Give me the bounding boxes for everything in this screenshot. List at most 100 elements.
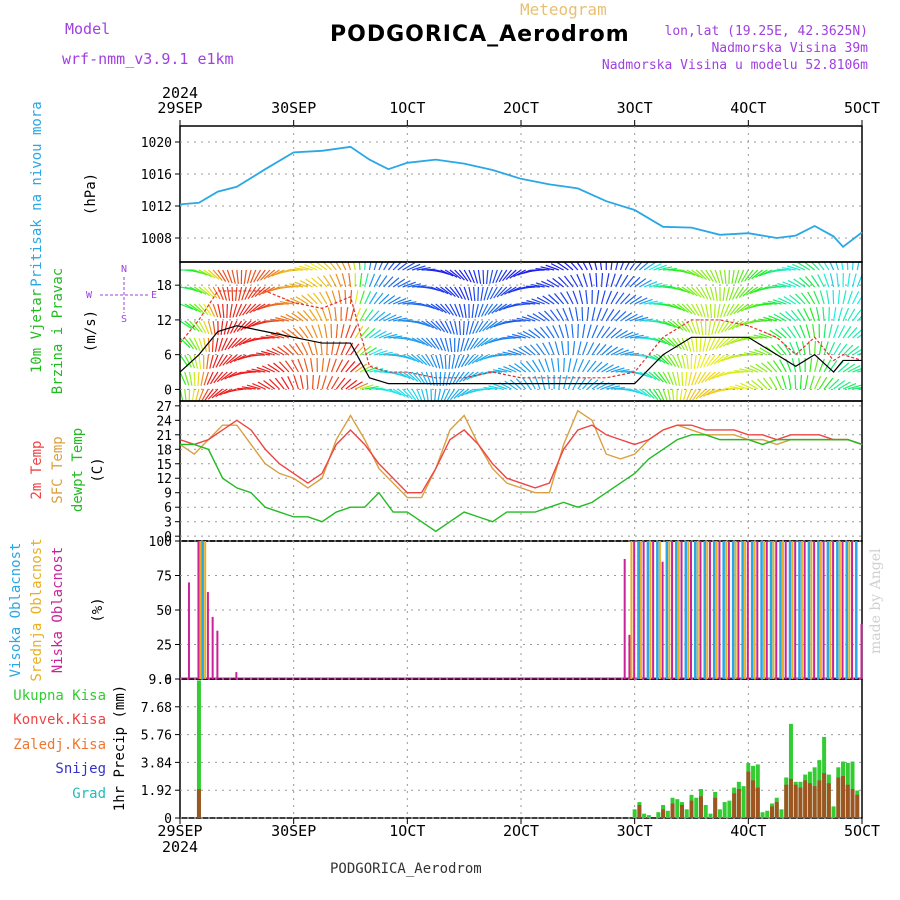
wind-barb xyxy=(198,354,202,369)
wind-barb xyxy=(542,342,550,356)
ytick-label-clouds: 0 xyxy=(164,673,172,688)
wind-barb xyxy=(392,262,402,271)
wind-barb xyxy=(699,388,711,399)
wind-barb xyxy=(634,297,648,305)
wind-barb xyxy=(648,371,661,382)
ytick-label-precipitation: 1.92 xyxy=(141,784,172,799)
wind-barb xyxy=(596,325,605,339)
wind-barb xyxy=(688,388,697,401)
wind-barb xyxy=(359,290,365,305)
wind-barb xyxy=(406,388,417,401)
wind-barb xyxy=(263,269,276,280)
wind-barb xyxy=(772,284,787,288)
wind-barb xyxy=(407,283,422,288)
wind-barb xyxy=(861,303,862,304)
wind-barb xyxy=(610,309,621,322)
xtick-label-top: 3OCT xyxy=(617,99,653,117)
wind-barb xyxy=(699,354,707,369)
ytick-label-pressure: 1020 xyxy=(141,136,172,151)
ylabel-pressure: Pritisak na nivou mora xyxy=(29,101,45,286)
wind-barb xyxy=(464,354,475,367)
precip-bar-total xyxy=(656,812,661,818)
wind-barb xyxy=(729,303,740,316)
precip-bar-convective xyxy=(822,773,827,818)
cloud-bar-niska xyxy=(794,541,797,679)
wind-barb xyxy=(600,308,609,322)
wind-barb xyxy=(211,388,224,399)
wind-barb xyxy=(723,303,730,318)
wind-barb xyxy=(326,375,334,390)
wind-barb xyxy=(383,295,396,305)
wind-barb xyxy=(354,325,364,339)
precip-bar-total xyxy=(708,813,713,818)
wind-barb xyxy=(606,365,620,373)
year-label-top: 2024 xyxy=(162,84,198,102)
wind-barb xyxy=(605,308,615,322)
wind-barb xyxy=(601,364,614,373)
wind-barb xyxy=(529,344,541,356)
wind-barb xyxy=(556,308,565,322)
xtick-label-bottom: 1OCT xyxy=(389,822,425,840)
wind-barb xyxy=(287,376,295,390)
wind-barb xyxy=(667,303,681,311)
ytick-label-wind: 0 xyxy=(164,383,172,398)
wind-barb xyxy=(224,337,233,351)
wind-barb xyxy=(315,308,323,322)
wind-barb xyxy=(566,291,574,305)
wind-barb xyxy=(610,262,613,271)
wind-barb xyxy=(425,337,437,349)
wind-barb xyxy=(549,309,560,322)
wind-barb xyxy=(483,386,498,390)
wind-barb xyxy=(657,371,668,384)
precip-bar-convective xyxy=(196,789,201,818)
wind-barb xyxy=(648,263,662,271)
wind-barb xyxy=(805,276,816,288)
wind-barb xyxy=(714,269,721,284)
wind-barb xyxy=(492,269,498,284)
wind-barb xyxy=(676,320,688,332)
wind-barb xyxy=(243,269,247,284)
wind-barb xyxy=(724,387,739,390)
precip-bar-convective xyxy=(826,783,831,818)
wind-barb xyxy=(242,303,252,316)
wind-barb xyxy=(216,371,228,383)
lonlat-text: lon,lat (19.25E, 42.3625N) xyxy=(664,24,869,39)
wind-barb xyxy=(449,286,460,299)
wind-barb xyxy=(852,348,862,356)
panel-frame-pressure xyxy=(179,125,863,263)
wind-barb xyxy=(814,340,816,356)
wind-barb xyxy=(826,290,830,305)
wind-barb xyxy=(847,384,862,390)
wind-barb xyxy=(719,303,726,318)
wind-barb xyxy=(368,291,378,305)
wind-barb xyxy=(624,262,631,271)
ytick-label-precipitation: 3.84 xyxy=(141,756,172,771)
wind-barb xyxy=(610,328,623,339)
cloud-bar-visoka xyxy=(656,541,659,679)
wind-barb xyxy=(472,320,479,335)
wind-barb xyxy=(416,388,423,401)
wind-barb xyxy=(755,269,768,278)
wind-barb xyxy=(241,286,247,301)
wind-barb xyxy=(653,371,664,383)
wind-barb xyxy=(430,303,444,313)
cloud-bar-visoka xyxy=(826,541,830,679)
wind-barb xyxy=(552,325,560,339)
wind-barb xyxy=(369,348,383,356)
wind-barb xyxy=(448,371,456,386)
cloud-bar-niska xyxy=(652,541,655,679)
wind-barb xyxy=(759,347,773,356)
wind-barb xyxy=(373,274,382,288)
wind-barb xyxy=(702,388,716,397)
wind-barb xyxy=(193,286,207,295)
wind-barb xyxy=(476,337,489,348)
wind-barb xyxy=(420,388,426,401)
wind-barb xyxy=(852,309,862,322)
wind-barb xyxy=(498,303,512,312)
cloud-bar-niska xyxy=(765,541,768,679)
wind-barb xyxy=(458,269,469,282)
cloud-bar-visoka xyxy=(760,541,763,679)
wind-barb xyxy=(502,269,512,282)
cloud-bar-niska xyxy=(235,672,238,679)
wind-barb xyxy=(812,324,816,339)
